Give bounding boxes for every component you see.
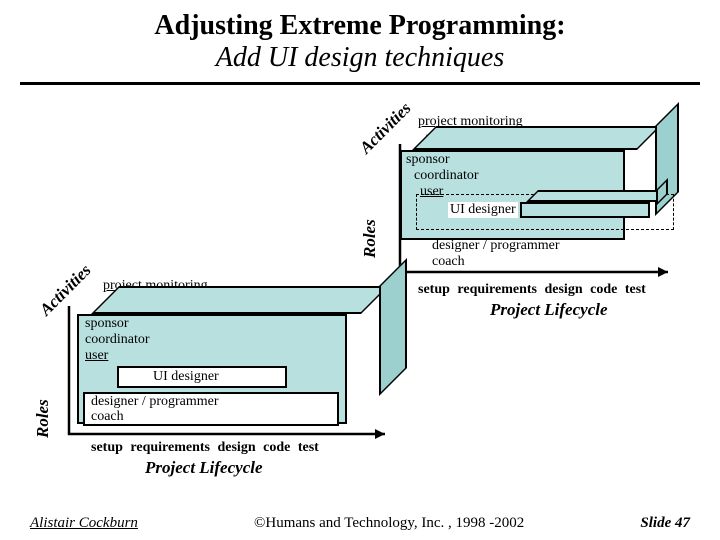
stages-upper: setup requirements design code test <box>418 282 646 298</box>
lifecycle-lower: Project Lifecycle <box>145 458 263 478</box>
arrow-upper <box>396 144 686 284</box>
lifecycle-upper: Project Lifecycle <box>490 300 608 320</box>
diagram-upper: Activities Roles project monitoring appl… <box>370 110 700 320</box>
footer-author: Alistair Cockburn <box>30 515 138 532</box>
footer-slidenum: Slide 47 <box>640 515 690 532</box>
arrow-lower <box>65 306 405 446</box>
title-line2: Add UI design techniques <box>40 42 680 74</box>
diagram-lower: Activities Roles project monitoring appl… <box>45 260 415 500</box>
footer: Alistair Cockburn ©Humans and Technology… <box>0 515 720 532</box>
title-line1: Adjusting Extreme Programming: <box>40 10 680 42</box>
axis-roles-lower: Roles <box>33 399 53 438</box>
axis-roles-upper: Roles <box>360 219 380 258</box>
footer-copy: ©Humans and Technology, Inc. , 1998 -200… <box>254 515 524 532</box>
title-rule <box>20 82 700 85</box>
